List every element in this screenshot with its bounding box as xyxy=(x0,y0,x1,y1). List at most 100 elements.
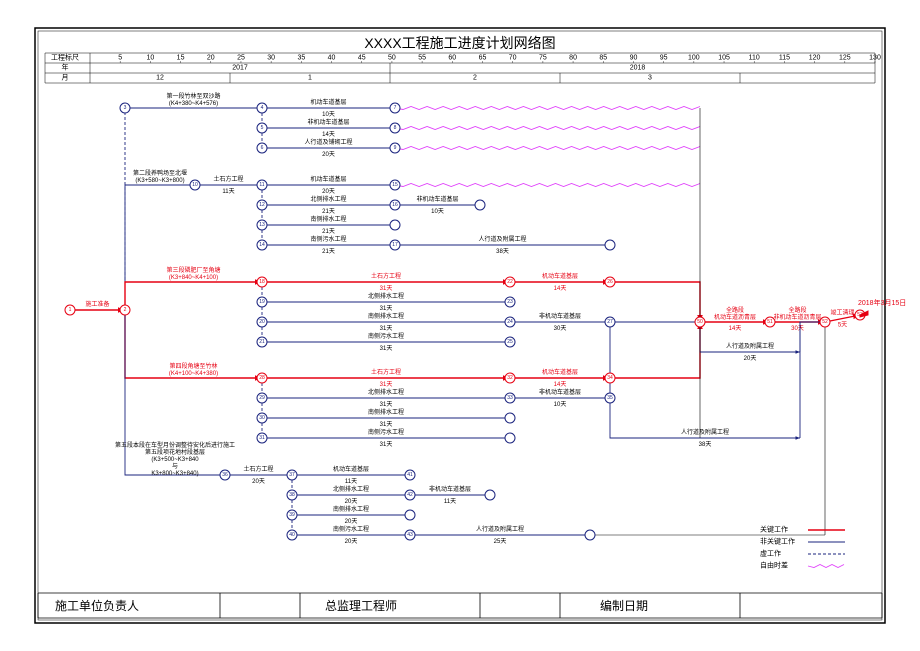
svg-text:10天: 10天 xyxy=(322,111,335,118)
svg-text:95: 95 xyxy=(660,55,668,62)
svg-text:10天: 10天 xyxy=(431,208,444,215)
svg-text:2: 2 xyxy=(473,75,477,82)
svg-text:45: 45 xyxy=(358,55,366,62)
svg-text:15: 15 xyxy=(177,55,185,62)
svg-text:11天: 11天 xyxy=(345,478,357,485)
svg-text:52: 52 xyxy=(822,319,828,325)
svg-text:14天: 14天 xyxy=(554,285,567,292)
svg-text:31天: 31天 xyxy=(380,345,393,352)
svg-text:2018: 2018 xyxy=(630,65,646,72)
svg-text:38天: 38天 xyxy=(699,441,712,448)
svg-text:70: 70 xyxy=(509,55,517,62)
svg-text:机动车道基层: 机动车道基层 xyxy=(333,465,369,473)
svg-text:20天: 20天 xyxy=(322,188,335,195)
svg-text:20天: 20天 xyxy=(345,498,358,505)
svg-text:全路段: 全路段 xyxy=(726,306,744,314)
svg-text:29: 29 xyxy=(259,395,265,401)
svg-text:12: 12 xyxy=(259,202,265,208)
svg-text:施工准备: 施工准备 xyxy=(85,300,109,308)
svg-text:1: 1 xyxy=(308,75,312,82)
footer-label: 施工单位负责人 xyxy=(55,598,139,613)
svg-text:3: 3 xyxy=(648,75,652,82)
svg-text:北侧排水工程: 北侧排水工程 xyxy=(310,195,346,203)
end-date: 2018年3月15日 xyxy=(858,298,906,307)
svg-text:31: 31 xyxy=(259,435,265,441)
svg-text:工程标尺: 工程标尺 xyxy=(51,53,79,62)
svg-text:(K3+580~K3+800): (K3+580~K3+800) xyxy=(135,178,184,184)
svg-text:非机动车道沥青层: 非机动车道沥青层 xyxy=(773,313,821,321)
svg-text:10: 10 xyxy=(192,182,198,188)
svg-text:机动车道基层: 机动车道基层 xyxy=(310,175,346,183)
svg-text:年: 年 xyxy=(62,63,69,72)
svg-text:第四段角塘至竹林: 第四段角塘至竹林 xyxy=(169,362,217,370)
svg-text:20天: 20天 xyxy=(345,538,358,545)
svg-text:14: 14 xyxy=(259,242,265,248)
svg-text:20天: 20天 xyxy=(744,355,757,362)
svg-text:竣工清理: 竣工清理 xyxy=(830,309,854,317)
svg-text:南侧排水工程: 南侧排水工程 xyxy=(368,312,404,320)
footer-label: 总监理工程师 xyxy=(325,598,397,613)
legend-label: 自由时差 xyxy=(760,561,788,570)
svg-text:土石方工程: 土石方工程 xyxy=(371,272,401,280)
svg-text:33: 33 xyxy=(507,395,513,401)
svg-text:4: 4 xyxy=(261,105,264,111)
svg-text:14天: 14天 xyxy=(322,131,335,138)
svg-text:37: 37 xyxy=(289,472,295,478)
svg-text:40: 40 xyxy=(289,532,295,538)
svg-text:31天: 31天 xyxy=(380,421,393,428)
svg-text:14天: 14天 xyxy=(729,325,742,332)
svg-text:21: 21 xyxy=(259,339,265,345)
svg-text:11天: 11天 xyxy=(222,188,234,195)
svg-text:80: 80 xyxy=(569,55,577,62)
svg-text:31天: 31天 xyxy=(380,401,393,408)
svg-text:南侧排水工程: 南侧排水工程 xyxy=(310,215,346,223)
svg-text:51: 51 xyxy=(767,319,773,325)
svg-text:机动车道基层: 机动车道基层 xyxy=(310,98,346,106)
svg-text:月: 月 xyxy=(62,74,69,82)
footer-label: 编制日期 xyxy=(600,598,648,613)
svg-text:20天: 20天 xyxy=(345,518,358,525)
svg-text:21天: 21天 xyxy=(322,208,335,215)
svg-text:南侧排水工程: 南侧排水工程 xyxy=(368,408,404,416)
svg-text:41: 41 xyxy=(407,472,413,478)
svg-text:2017: 2017 xyxy=(232,65,248,72)
svg-text:8: 8 xyxy=(394,125,397,131)
svg-text:28: 28 xyxy=(259,375,265,381)
svg-text:机动车道沥青层: 机动车道沥青层 xyxy=(714,313,756,321)
svg-text:30天: 30天 xyxy=(554,325,567,332)
svg-text:南侧排水工程: 南侧排水工程 xyxy=(333,505,369,513)
svg-text:人行道及铺砌工程: 人行道及铺砌工程 xyxy=(304,138,352,146)
legend-label: 关键工作 xyxy=(760,525,788,534)
svg-text:20天: 20天 xyxy=(322,151,335,158)
svg-text:105: 105 xyxy=(718,55,730,62)
svg-text:16: 16 xyxy=(392,202,398,208)
svg-text:非机动车道基层: 非机动车道基层 xyxy=(307,118,349,126)
svg-text:9: 9 xyxy=(394,145,397,151)
svg-text:北侧排水工程: 北侧排水工程 xyxy=(368,388,404,396)
svg-text:3: 3 xyxy=(124,105,127,111)
svg-text:26: 26 xyxy=(607,279,613,285)
svg-text:21天: 21天 xyxy=(322,248,335,255)
legend-label: 虚工作 xyxy=(760,549,781,558)
legend-label: 非关键工作 xyxy=(760,537,795,546)
svg-text:与: 与 xyxy=(172,462,178,470)
svg-text:43: 43 xyxy=(407,532,413,538)
svg-text:14天: 14天 xyxy=(554,381,567,388)
svg-text:31天: 31天 xyxy=(380,441,393,448)
svg-text:机动车道基层: 机动车道基层 xyxy=(542,272,578,280)
svg-text:1: 1 xyxy=(69,307,72,313)
svg-text:21天: 21天 xyxy=(322,228,335,235)
svg-text:65: 65 xyxy=(479,55,487,62)
svg-text:南侧污水工程: 南侧污水工程 xyxy=(333,525,369,533)
svg-text:南侧污水工程: 南侧污水工程 xyxy=(310,235,346,243)
svg-text:第三段磷肥厂至角塘: 第三段磷肥厂至角塘 xyxy=(166,266,220,274)
svg-text:K3+800~K3+840): K3+800~K3+840) xyxy=(151,471,198,477)
svg-text:非机动车道基层: 非机动车道基层 xyxy=(429,485,471,493)
svg-text:75: 75 xyxy=(539,55,547,62)
svg-text:30: 30 xyxy=(259,415,265,421)
svg-text:90: 90 xyxy=(630,55,638,62)
svg-text:34: 34 xyxy=(607,375,613,381)
svg-text:38: 38 xyxy=(289,492,295,498)
svg-text:(K4+100~K4+380): (K4+100~K4+380) xyxy=(169,371,218,377)
svg-text:7: 7 xyxy=(394,105,397,111)
